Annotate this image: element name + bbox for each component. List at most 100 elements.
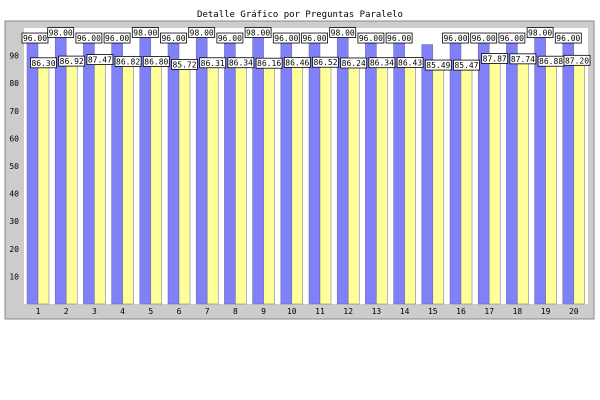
data-label: 87.87 <box>481 53 509 64</box>
bar-series-1 <box>308 38 321 305</box>
x-tick-label: 14 <box>400 307 410 316</box>
data-label-box <box>21 32 49 44</box>
data-label-box <box>340 57 368 69</box>
data-label: 96.00 <box>301 32 328 44</box>
data-label-text: 98.00 <box>528 29 552 38</box>
data-label-text: 96.00 <box>472 34 496 43</box>
bar-series-2 <box>178 67 191 305</box>
data-label-text: 98.00 <box>246 29 270 38</box>
data-label-box <box>30 57 57 69</box>
bar-series-2 <box>376 65 388 305</box>
bar-series-2 <box>65 63 78 305</box>
data-label-text: 86.34 <box>370 59 394 68</box>
data-label: 96.00 <box>442 32 469 44</box>
bar-series-1 <box>252 33 264 305</box>
bar-series-2 <box>37 65 50 305</box>
data-label-text: 98.00 <box>133 29 157 38</box>
data-label-box <box>453 59 480 71</box>
data-label: 86.34 <box>227 57 255 69</box>
data-label-box <box>312 56 339 68</box>
bar-series-1 <box>195 33 208 305</box>
data-label-box <box>171 59 198 70</box>
data-label-text: 85.47 <box>454 61 478 70</box>
x-tick-label: 9 <box>261 307 266 316</box>
data-label-text: 96.00 <box>500 34 524 43</box>
x-tick-label: 20 <box>569 307 579 316</box>
bar-series-1 <box>83 38 95 305</box>
data-label-text: 85.49 <box>426 61 450 70</box>
data-label-text: 96.00 <box>77 34 101 43</box>
x-tick-label: 11 <box>315 307 325 316</box>
data-label-box <box>481 53 509 64</box>
bar-series-2 <box>263 65 275 305</box>
data-label: 96.00 <box>470 32 498 44</box>
bar-series-2 <box>291 65 304 305</box>
chart-title: Detalle Gráfico por Preguntas Paralelo <box>197 10 403 20</box>
bar-series-1 <box>506 38 518 305</box>
bar-series-1 <box>139 33 152 305</box>
data-label-text: 86.46 <box>285 58 309 67</box>
data-label-box <box>75 32 103 44</box>
data-label: 98.00 <box>244 27 272 38</box>
data-label-box <box>86 54 114 65</box>
y-tick-label: 80 <box>9 79 19 88</box>
data-label-text: 86.31 <box>201 59 225 68</box>
data-label-text: 86.88 <box>539 57 563 66</box>
bar-series-2 <box>573 63 586 305</box>
data-label-text: 86.34 <box>229 59 253 68</box>
data-label: 96.00 <box>216 32 244 44</box>
data-label-box <box>554 32 582 44</box>
data-label: 86.88 <box>537 55 565 67</box>
bar-series-1 <box>449 38 462 305</box>
data-label: 96.00 <box>554 32 582 44</box>
x-tick-label: 3 <box>92 307 97 316</box>
bar-series-1 <box>477 38 490 305</box>
data-label-box <box>470 32 498 44</box>
data-label-box <box>160 32 187 44</box>
data-label: 98.00 <box>188 27 216 38</box>
data-label-box <box>368 57 396 69</box>
data-label-text: 86.30 <box>31 59 55 68</box>
data-label: 96.00 <box>272 32 300 44</box>
x-tick-label: 13 <box>372 307 382 316</box>
y-tick-label: 30 <box>9 217 19 226</box>
data-label: 96.00 <box>103 32 131 44</box>
bar-series-1 <box>167 38 180 305</box>
data-label-text: 86.52 <box>313 58 337 67</box>
data-label-text: 96.00 <box>359 34 383 43</box>
data-label-box <box>227 57 255 69</box>
data-label: 86.16 <box>255 57 283 69</box>
data-label: 87.74 <box>509 53 537 65</box>
data-label-text: 98.00 <box>331 29 355 38</box>
data-label-box <box>131 27 159 38</box>
bar-series-2 <box>432 67 445 305</box>
bar-series-1 <box>534 33 546 305</box>
bar-series-1 <box>54 33 67 305</box>
data-label-box <box>396 57 424 68</box>
bars-group <box>26 33 586 305</box>
x-tick-label: 8 <box>233 307 238 316</box>
data-label-text: 96.00 <box>302 34 326 43</box>
x-tick-label: 10 <box>287 307 297 316</box>
x-tick-label: 2 <box>64 307 69 316</box>
data-label-text: 96.00 <box>23 34 47 43</box>
data-label-text: 98.00 <box>190 29 214 38</box>
data-label-box <box>563 54 591 66</box>
data-label-box <box>142 56 170 67</box>
bar-series-1 <box>421 44 434 305</box>
data-label-text: 86.16 <box>257 59 281 68</box>
data-label-text: 87.47 <box>88 56 112 65</box>
y-tick-label: 20 <box>9 245 19 254</box>
data-label-box <box>357 32 385 44</box>
bar-series-2 <box>517 61 529 305</box>
data-label-text: 86.24 <box>342 59 366 68</box>
x-tick-label: 17 <box>484 307 494 316</box>
x-axis-ticks: 1 2 3 4 5 6 7 8 9 10 11 12 13 14 15 16 17 18 19 20 <box>36 307 579 316</box>
data-label: 86.80 <box>142 56 170 67</box>
data-label-text: 86.80 <box>144 57 168 66</box>
data-label: 96.00 <box>385 32 413 44</box>
y-tick-label: 60 <box>9 134 19 143</box>
data-label: 86.92 <box>58 55 86 67</box>
data-label: 96.00 <box>75 32 103 44</box>
